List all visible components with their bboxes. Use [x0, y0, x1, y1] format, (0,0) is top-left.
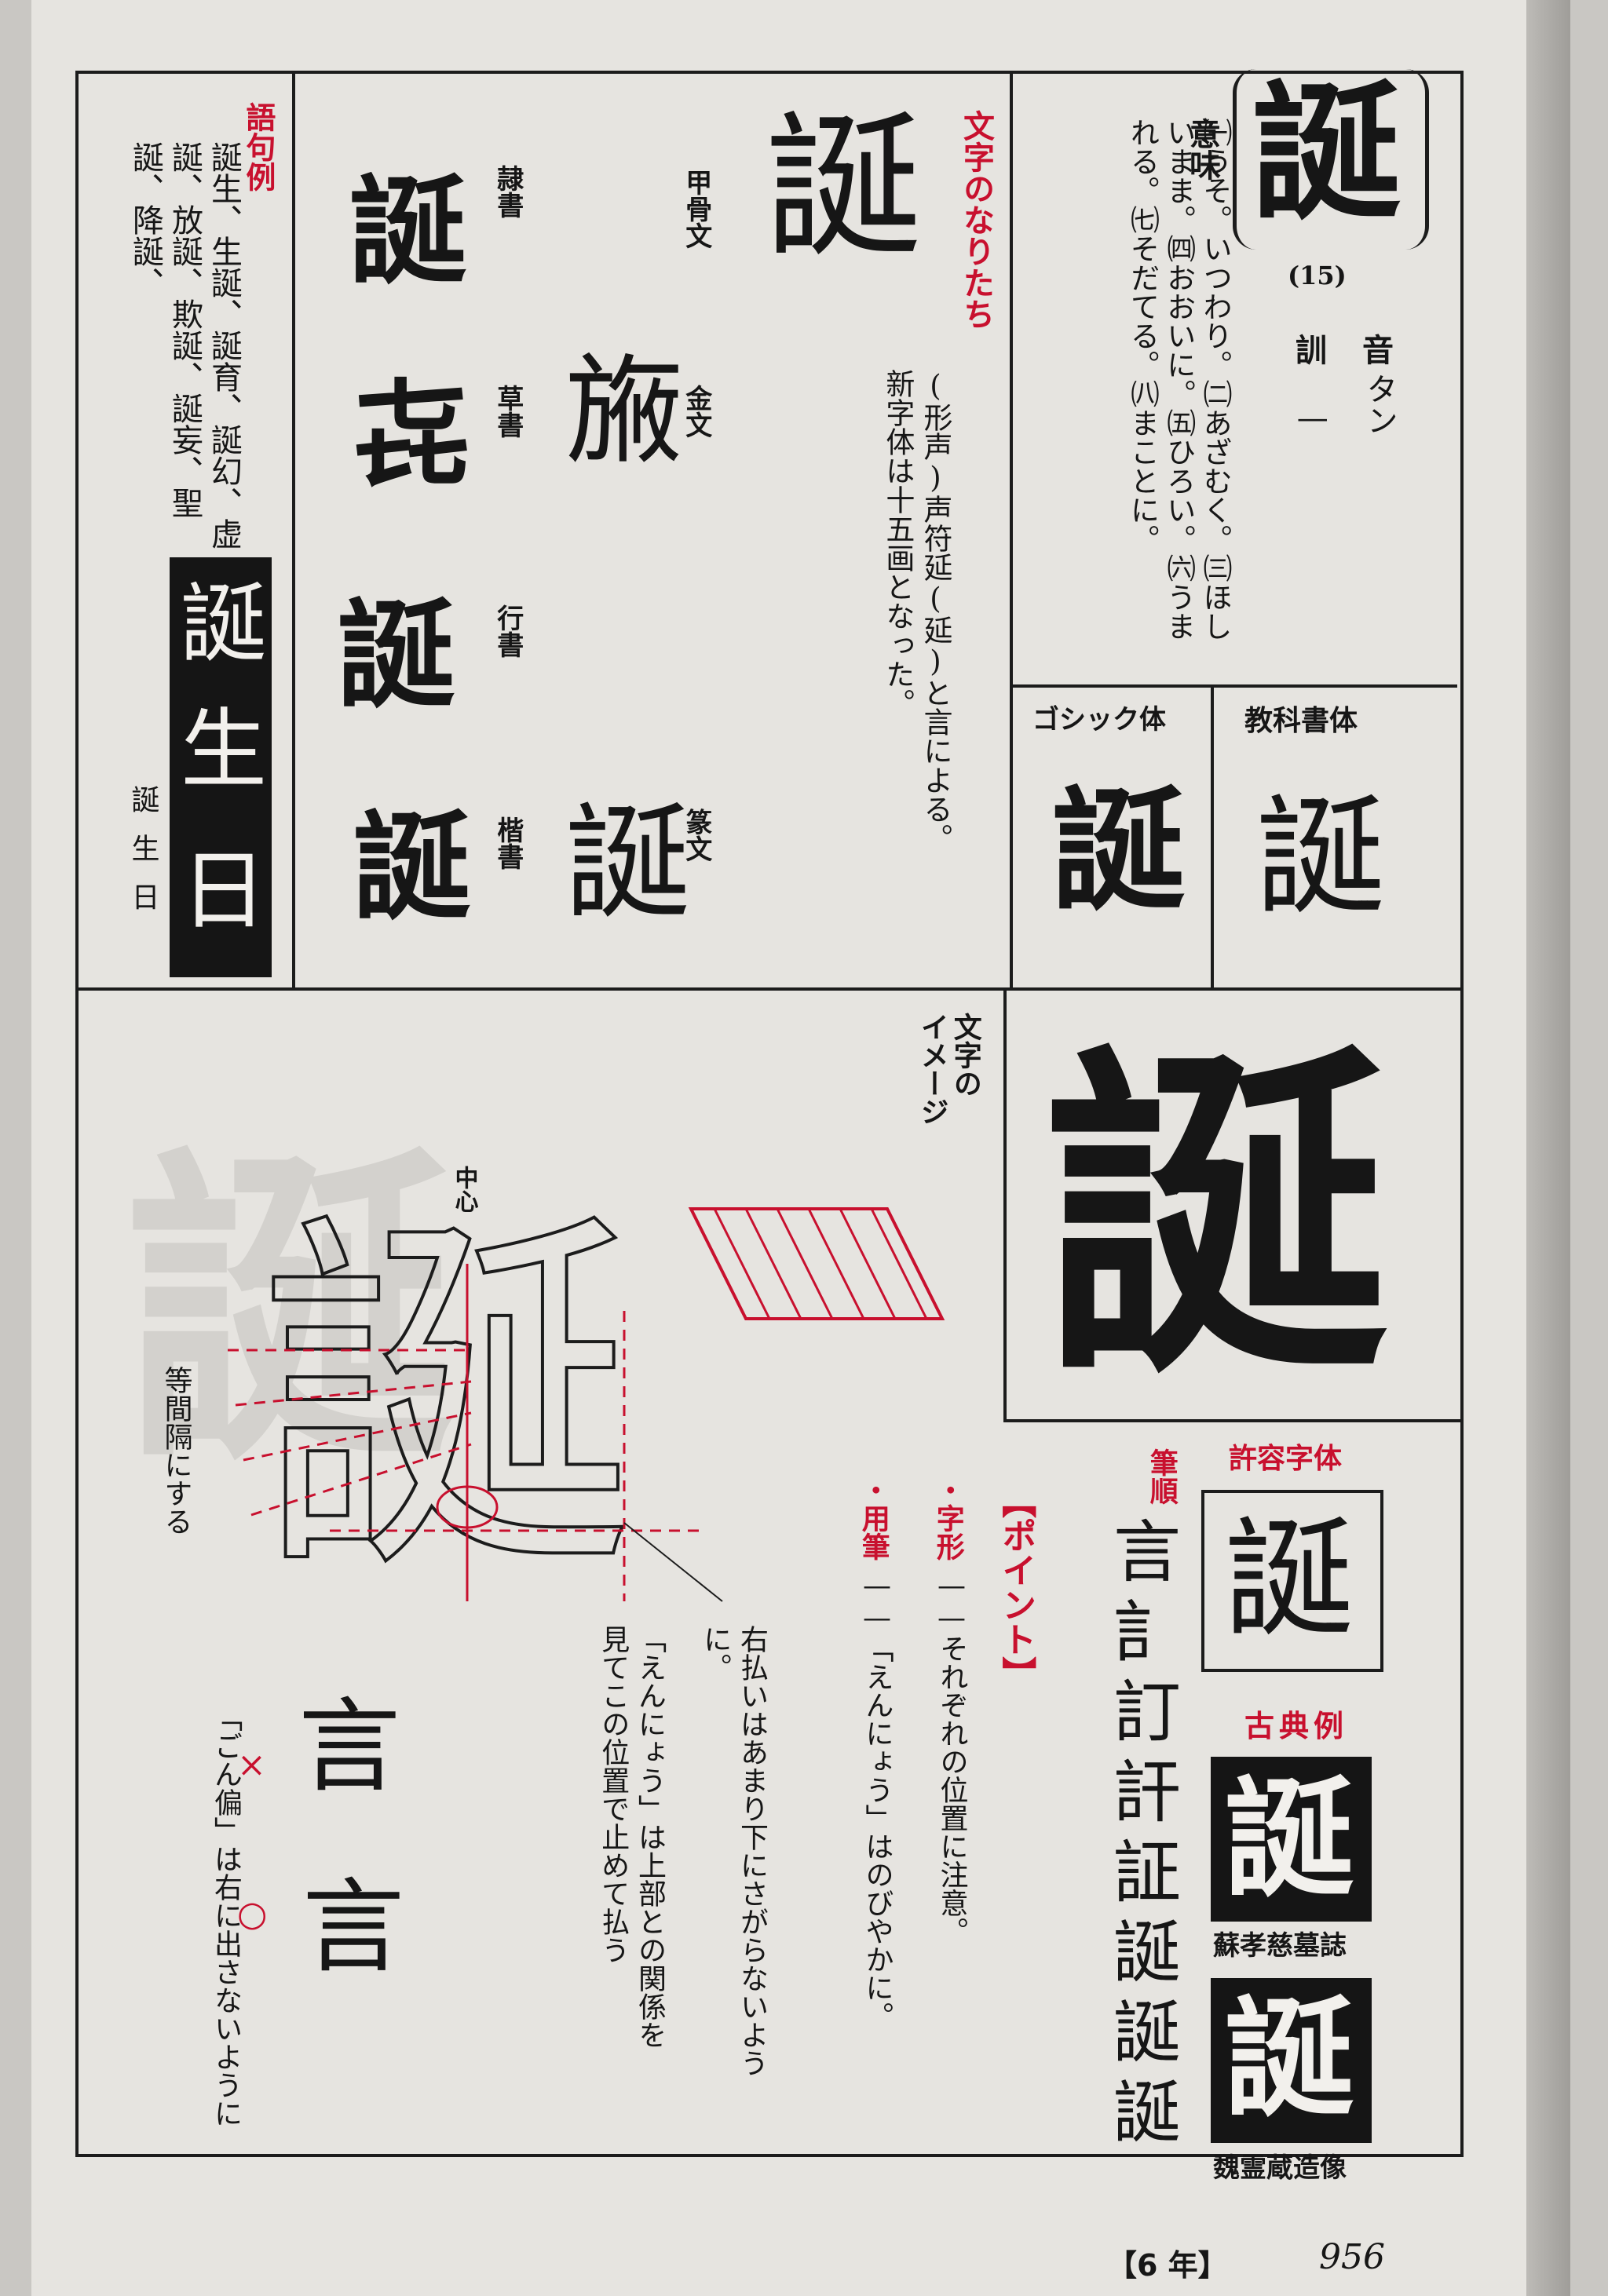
meaning-text: ㈠うそ。いつわり。㈡あざむく。㈢ほしいまま。㈣おおいに。㈤ひろい。㈥うまれる。㈦… — [1125, 118, 1233, 641]
stroke-step: 誕 — [1113, 1914, 1181, 1992]
spacing-note: 等間隔にする — [159, 1366, 192, 1535]
divider-fonts-top — [1010, 684, 1457, 688]
kun-reading-value: — — [1294, 400, 1331, 436]
divider-fonts-mid — [1211, 684, 1214, 989]
clerical-glyph: 誕 — [349, 162, 468, 301]
banner-char-3: 日 — [181, 841, 267, 941]
stroke-order-label: 筆順 — [1145, 1448, 1178, 1505]
shape-text: ——それぞれの位置に注意。 — [935, 1570, 968, 1945]
classic-caption-1: 蘇孝慈墓誌 — [1213, 1930, 1347, 1962]
regular-glyph: 誕 — [353, 798, 472, 936]
on-reading-value: タン — [1361, 373, 1398, 436]
spacing-line-4 — [250, 1443, 472, 1517]
divider-origin — [1010, 71, 1013, 989]
center-label: 中心 — [450, 1166, 478, 1213]
regular-label: 楷書 — [492, 816, 524, 870]
stroke-step: 訐 — [1113, 1754, 1181, 1832]
points-title: 【ポイント】 — [996, 1484, 1036, 1691]
stroke-step: 訁 — [1113, 1593, 1181, 1672]
classics-label: 古典例 — [1244, 1709, 1349, 1743]
stroke-step: 証 — [1113, 1834, 1181, 1912]
classic-glyph-2: 誕 — [1225, 1982, 1354, 2134]
semicursive-glyph: 誕 — [338, 586, 456, 725]
vocab-label: 語句例 — [240, 102, 276, 192]
spacing-line-2 — [235, 1380, 472, 1407]
seal-glyph: 誕 — [565, 790, 692, 936]
textbook-glyph: 誕 — [1256, 782, 1386, 933]
stroke-step: 訂 — [1113, 1674, 1181, 1752]
classic-example-1 — [1211, 1757, 1372, 1922]
banner-caption: 誕生日 — [126, 785, 159, 931]
origin-text: (形声)声符延(延)と言による。新字体は十五画となった。 — [880, 369, 952, 852]
sample-good-glyph: 言 — [302, 1867, 405, 1987]
image-label-1: 文字の — [948, 1013, 981, 1097]
brush-text: ——「えんにょう」はのびやかに。 — [861, 1570, 894, 2030]
divider-vocab — [292, 71, 295, 989]
stroke-step: 言 — [1113, 1513, 1181, 1592]
stroke-order-list: 言 訁 訂 訐 証 誕 誕 誕 — [1113, 1519, 1200, 2159]
cursive-label: 草書 — [492, 385, 524, 438]
clerical-label: 隷書 — [492, 165, 524, 218]
right-mark: ○ — [237, 1894, 268, 1934]
stroke-step: 誕 — [1113, 2074, 1181, 2152]
stroke-count: (15) — [1288, 261, 1347, 290]
gothic-label: ゴシック体 — [1032, 704, 1166, 736]
headword-kanji: 誕 — [1252, 65, 1402, 240]
allowed-label: 許容字体 — [1229, 1443, 1343, 1475]
image-glyph: 誕 — [1044, 1013, 1390, 1419]
bleed-through-glyph: 誕 — [126, 1118, 455, 1505]
shape-label: ・字形 — [931, 1476, 964, 1560]
page-edge — [1526, 0, 1570, 2296]
classic-caption-2: 魏霊蔵造像 — [1213, 2152, 1347, 2184]
divider-middle — [75, 987, 1464, 991]
kun-reading-label: 訓 — [1290, 334, 1326, 365]
image-label-2: イメージ — [915, 1013, 948, 1126]
grade-label: 【6 年】 — [1107, 2248, 1228, 2283]
hatched-parallelogram — [688, 1207, 945, 1320]
divider-image — [1003, 987, 1007, 1421]
page: 誕 誕 (15) 音 タン 訓 — 意味 ㈠うそ。いつわり。㈡あざむく。㈢ほしい… — [31, 0, 1570, 2296]
cursive-glyph: 㐂 — [353, 367, 472, 505]
bronze-glyph: 㫍 — [565, 344, 684, 480]
hatched-oval — [436, 1485, 499, 1529]
sample-bad-glyph: 言 — [298, 1687, 401, 1806]
sweep-arrow — [623, 1522, 723, 1602]
meaning-label: 意味 — [1184, 118, 1220, 181]
textbook-label: 教科書体 — [1244, 705, 1358, 737]
page-number: 956 — [1319, 2237, 1385, 2277]
allowed-glyph: 誕 — [1225, 1504, 1354, 1655]
allowed-box — [1201, 1490, 1383, 1672]
vocab-banner — [170, 557, 272, 977]
spacing-line-3 — [243, 1411, 472, 1462]
gonben-note: 「ごん偏」は右に出さないように — [210, 1703, 242, 2127]
divider-image-bottom — [1003, 1419, 1460, 1422]
stroke-note: 右払いはあまり下にさがらないように。 — [699, 1625, 768, 2077]
structure-diagram: 誕 — [228, 1180, 945, 1622]
seal-label: 篆文 — [680, 809, 712, 862]
oracle-label: 甲骨文 — [680, 169, 712, 249]
brush-label: ・用筆 — [857, 1476, 890, 1560]
origin-title: 文字のなりたち — [958, 110, 994, 330]
gothic-glyph: 誕 — [1052, 774, 1186, 929]
oracle-glyph: 誕 — [766, 97, 923, 279]
on-reading-label: 音 — [1357, 334, 1393, 365]
wrong-mark: × — [237, 1745, 266, 1785]
main-frame — [75, 71, 1464, 2157]
bronze-label: 金文 — [680, 385, 712, 438]
banner-char-2: 生 — [181, 699, 267, 800]
enyo-note: 「えんにょう」は上部との関係を見てこの位置で止めて払う — [597, 1625, 666, 2049]
diagram-outline-glyph: 誕 — [259, 1181, 636, 1620]
classic-example-2 — [1211, 1978, 1372, 2143]
banner-char-1: 誕 — [181, 574, 267, 674]
vocab-text: 誕生、生誕、誕育、誕幻、虚誕、放誕、欺誕、誕妄、聖誕、降誕、 — [127, 141, 242, 549]
semicursive-label: 行書 — [492, 604, 524, 658]
kanji-bracket — [1233, 69, 1429, 250]
classic-glyph-1: 誕 — [1225, 1762, 1354, 1915]
stroke-step: 誕 — [1113, 1994, 1181, 2072]
